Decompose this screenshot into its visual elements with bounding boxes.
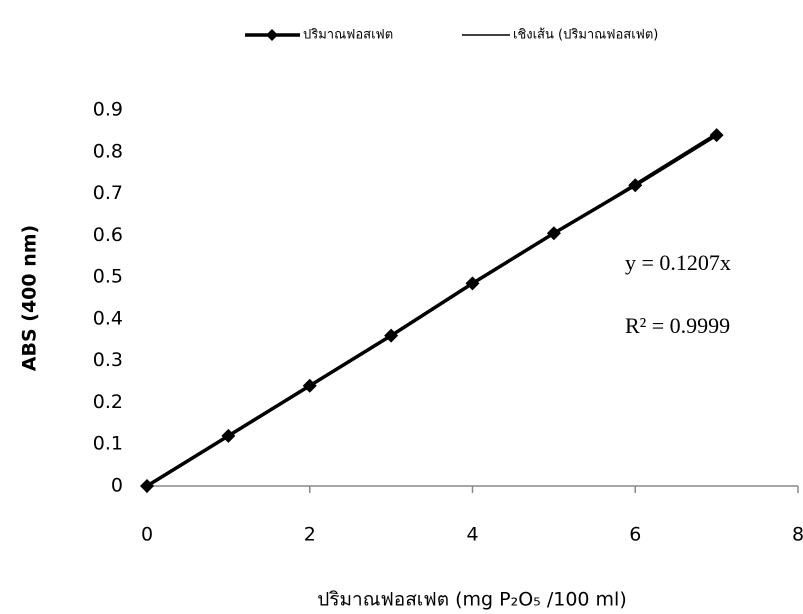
legend-marker (266, 29, 278, 41)
y-tick-label: 0 (111, 475, 123, 497)
legend-label: เชิงเส้น (ปริมาณฟอสเฟต) (513, 28, 658, 43)
x-tick-label: 2 (304, 524, 316, 546)
y-tick-label: 0.7 (93, 182, 123, 204)
x-tick-label: 4 (466, 524, 478, 546)
r-squared: R² = 0.9999 (625, 313, 730, 338)
y-tick-label: 0.1 (93, 433, 123, 455)
y-tick-label: 0.2 (93, 391, 123, 413)
y-axis-title: ABS (400 nm) (19, 225, 41, 371)
y-tick-label: 0.4 (93, 307, 123, 329)
chart: ABS (400 nm) ปริมาณฟอสเฟต (mg P₂O₅ /100 … (0, 0, 803, 614)
y-tick-label: 0.9 (93, 99, 123, 121)
legend-label: ปริมาณฟอสเฟต (303, 28, 393, 43)
y-tick-label: 0.3 (93, 349, 123, 371)
equation: y = 0.1207x (625, 250, 731, 275)
y-tick-label: 0.5 (93, 266, 123, 288)
page: ABS (400 nm) ปริมาณฟอสเฟต (mg P₂O₅ /100 … (0, 0, 803, 614)
x-tick-label: 8 (792, 524, 803, 546)
y-tick-label: 0.6 (93, 224, 123, 246)
x-axis-title: ปริมาณฟอสเฟต (mg P₂O₅ /100 ml) (317, 589, 626, 611)
x-tick-label: 0 (141, 524, 153, 546)
y-tick-label: 0.8 (93, 140, 123, 162)
x-tick-label: 6 (629, 524, 641, 546)
